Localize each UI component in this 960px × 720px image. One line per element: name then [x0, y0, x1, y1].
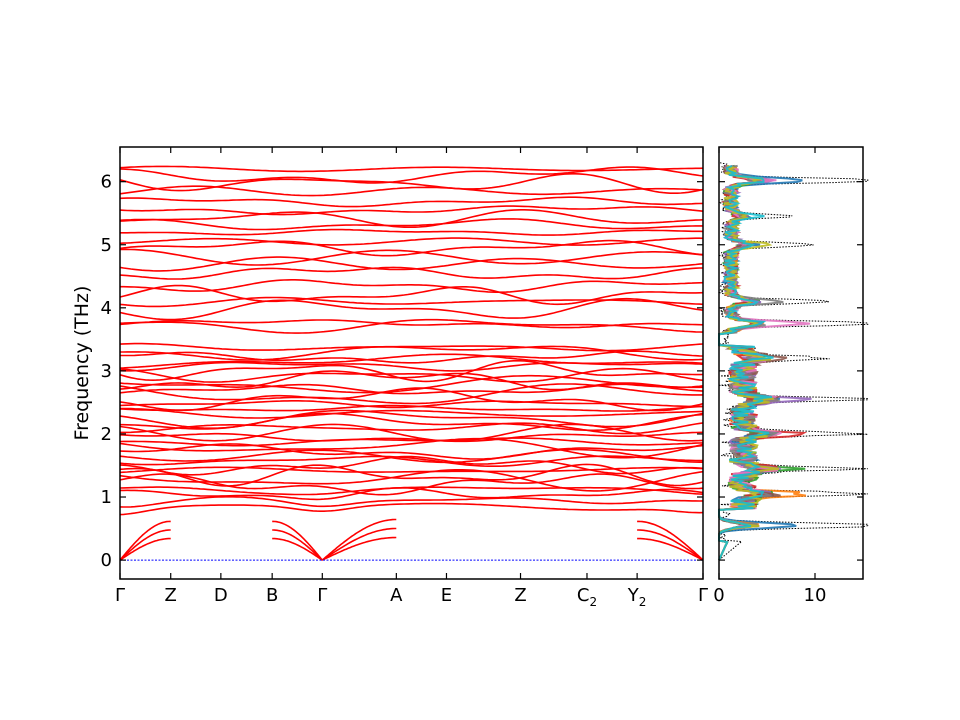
band-line: [119, 443, 704, 460]
band-line: [120, 407, 704, 419]
high-symmetry-label: A: [390, 585, 403, 606]
y-tick-label: 6: [101, 172, 112, 193]
band-line: [120, 248, 704, 266]
acoustic-branch: [321, 536, 397, 561]
band-plot-frame: [119, 146, 704, 580]
band-line: [119, 387, 704, 412]
band-y-tick-labels: 0 1 2 3 4 5 6: [101, 172, 112, 571]
band-line: [119, 473, 704, 496]
y-tick-label: 4: [101, 298, 112, 319]
band-line: [119, 239, 704, 257]
band-line: [119, 165, 704, 173]
band-line: [119, 423, 704, 442]
band-line: [119, 437, 704, 459]
band-line: [119, 173, 704, 194]
band-line: [119, 469, 704, 492]
band-x-tick-labels: Γ Z D B Γ A E Z C2 Y2 Γ: [115, 585, 708, 609]
acoustic-branch: [272, 537, 323, 561]
band-line: [119, 296, 704, 308]
band-line: [120, 279, 704, 293]
y-tick-label: 0: [101, 550, 112, 571]
y-axis-label: Frequency (THz): [71, 286, 93, 441]
acoustic-branch: [272, 520, 323, 561]
band-line: [119, 353, 704, 369]
band-line: [119, 256, 704, 272]
band-line: [120, 350, 704, 364]
high-symmetry-label: E: [441, 585, 452, 606]
band-line: [119, 431, 704, 443]
dos-panel: 0 10: [713, 146, 869, 606]
high-symmetry-label: Y2: [627, 585, 647, 609]
band-line: [119, 218, 703, 231]
band-panel: 0 1 2 3 4 5 6 Γ Z D B Γ A E Z C2 Y2 Γ Frequency (THz): [71, 146, 708, 609]
band-line: [119, 319, 704, 329]
band-line: [119, 486, 704, 496]
dos-x-tick-label: 0: [713, 585, 724, 606]
band-line: [119, 266, 703, 280]
band-lines: [119, 165, 704, 561]
band-line: [119, 496, 704, 508]
band-line: [119, 463, 704, 487]
band-line: [119, 237, 704, 246]
band-line: [119, 404, 704, 412]
dos-plot-frame: [718, 146, 864, 580]
high-symmetry-label: C2: [577, 585, 597, 609]
band-line: [119, 361, 704, 372]
acoustic-branch: [119, 520, 171, 561]
acoustic-branch: [119, 537, 171, 561]
partial-dos-line: [718, 164, 774, 561]
high-symmetry-label: B: [266, 585, 278, 606]
y-tick-label: 5: [101, 235, 112, 256]
acoustic-branch: [637, 529, 704, 561]
high-symmetry-label: Γ: [115, 585, 125, 606]
band-line: [119, 374, 704, 394]
band-line: [119, 209, 704, 228]
dos-x-tick-label: 10: [804, 585, 827, 606]
acoustic-branch: [321, 518, 397, 561]
high-symmetry-label: D: [214, 585, 228, 606]
acoustic-branch: [637, 537, 704, 561]
band-line: [119, 284, 704, 306]
dos-x-tick-labels: 0 10: [713, 585, 826, 606]
dos-lines: [717, 162, 869, 561]
band-line: [119, 370, 704, 391]
band-line: [120, 422, 704, 435]
band-line: [119, 455, 703, 467]
band-line: [119, 342, 704, 352]
acoustic-branch: [119, 529, 171, 561]
band-line: [120, 228, 704, 236]
acoustic-branch: [321, 527, 397, 561]
high-symmetry-label: Z: [165, 585, 177, 606]
high-symmetry-label: Γ: [698, 585, 708, 606]
band-line: [119, 466, 704, 474]
band-line: [119, 196, 704, 208]
band-line: [119, 409, 704, 429]
band-line: [119, 455, 704, 476]
band-line: [119, 205, 704, 216]
band-line: [119, 383, 704, 395]
acoustic-branch: [272, 529, 323, 561]
band-line: [119, 383, 703, 405]
band-line: [119, 448, 703, 464]
high-symmetry-label: Γ: [317, 585, 327, 606]
band-line: [119, 367, 704, 383]
high-symmetry-label: Z: [514, 585, 526, 606]
band-line: [119, 502, 704, 516]
y-tick-label: 1: [101, 487, 112, 508]
y-tick-label: 3: [101, 361, 112, 382]
acoustic-branch: [637, 520, 704, 561]
band-line: [119, 437, 704, 447]
band-line: [119, 166, 704, 184]
band-line: [119, 359, 704, 383]
y-tick-label: 2: [101, 424, 112, 445]
